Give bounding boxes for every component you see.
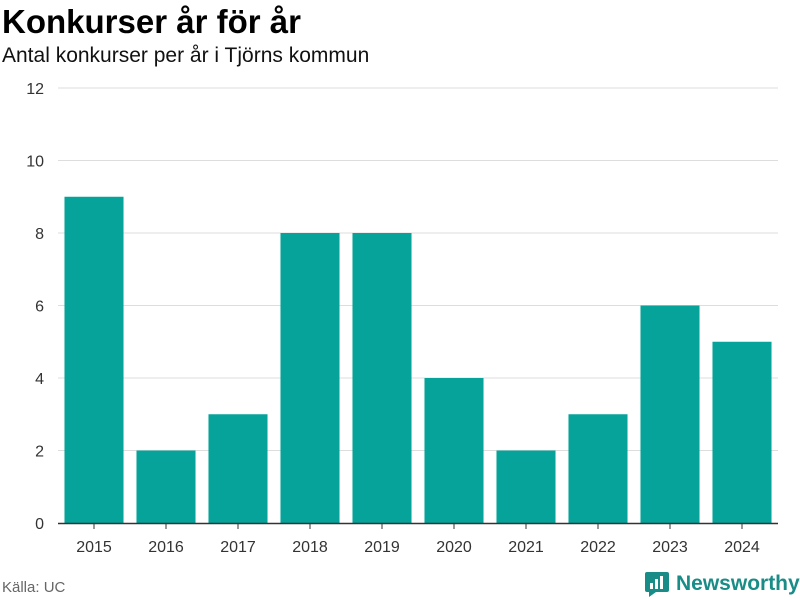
source-note: Källa: UC [2,579,66,596]
bar-2017 [208,414,268,523]
bar-2022 [568,414,628,523]
bar-2023 [640,305,700,523]
y-tick-label: 6 [35,299,44,316]
y-tick-label: 8 [35,226,44,243]
x-tick-label: 2024 [724,539,760,556]
bar-2018 [280,233,340,523]
bar-2015 [64,196,124,523]
bar-2024 [712,341,772,523]
x-tick-label: 2018 [292,539,328,556]
y-tick-label: 12 [26,81,44,98]
y-tick-label: 10 [26,154,44,171]
chart-subtitle: Antal konkurser per år i Tjörns kommun [2,44,370,67]
x-tick-label: 2016 [148,539,184,556]
x-tick-label: 2022 [580,539,616,556]
x-tick-label: 2020 [436,539,472,556]
bar-2019 [352,233,412,523]
bar-2020 [424,378,484,523]
y-tick-label: 2 [35,444,44,461]
newsworthy-logo-icon [645,572,669,597]
bar-2021 [496,450,556,523]
chart-title: Konkurser år för år [2,3,301,40]
y-axis-ticks: 0 2 4 6 8 10 12 [26,81,44,533]
brand-logo: Newsworthy [644,568,800,600]
x-tick-label: 2015 [76,539,112,556]
bars [64,196,772,523]
brand-name: Newsworthy [676,572,800,595]
x-axis [58,522,778,529]
x-axis-ticks: 2015 2016 2017 2018 2019 2020 2021 2022 2023 2024 [76,539,760,556]
y-tick-label: 4 [35,371,44,388]
bar-2016 [136,450,196,523]
x-tick-label: 2019 [364,539,400,556]
y-tick-label: 0 [35,516,44,533]
x-tick-label: 2017 [220,539,256,556]
x-tick-label: 2023 [652,539,688,556]
x-tick-label: 2021 [508,539,544,556]
